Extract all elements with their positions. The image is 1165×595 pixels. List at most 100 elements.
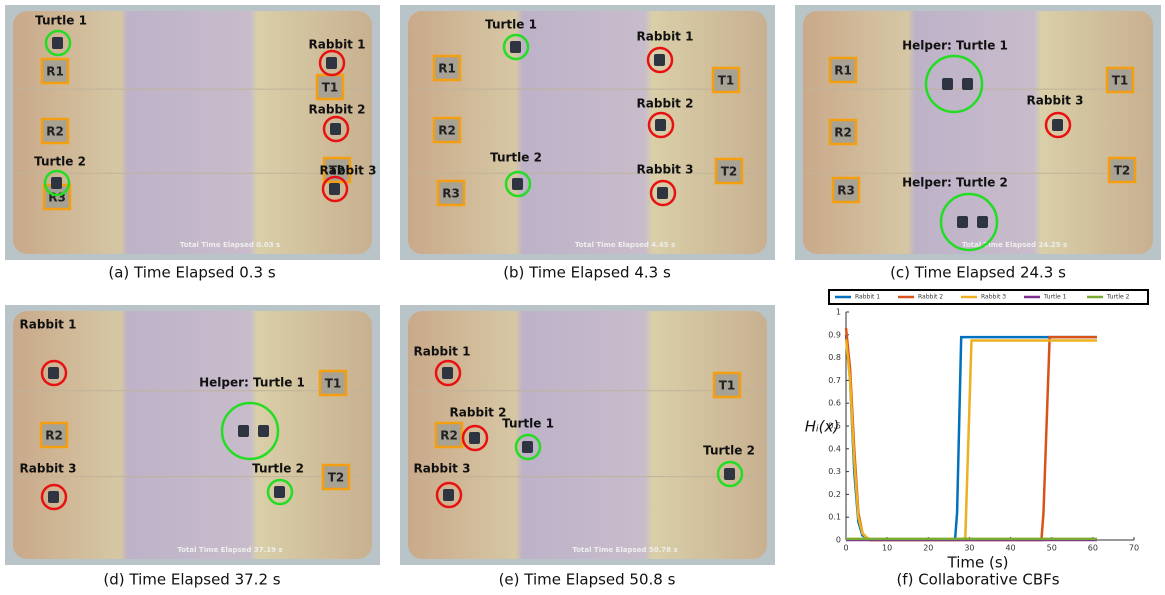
robot (52, 37, 63, 49)
zone-label: R3 (837, 184, 855, 198)
robot (326, 57, 337, 69)
robot-label: Rabbit 1 (20, 318, 77, 332)
legend-label: Turtle 1 (1043, 294, 1067, 301)
zone-label: R2 (438, 124, 456, 138)
robot-label: Rabbit 2 (637, 97, 694, 111)
robot-label: Turtle 1 (502, 417, 554, 431)
robot-label: Rabbit 3 (320, 164, 377, 178)
robot (1052, 119, 1063, 131)
zone-label: T2 (328, 471, 345, 485)
robot-label: Turtle 2 (34, 155, 86, 169)
robot (274, 486, 285, 498)
zone-label: R2 (834, 126, 852, 140)
robot (654, 54, 665, 66)
zone-label: R1 (834, 64, 852, 78)
robot-label: Rabbit 1 (309, 38, 366, 52)
x-tick-label: 40 (1005, 544, 1015, 553)
y-tick-label: 0.4 (828, 444, 841, 453)
caption: (e) Time Elapsed 50.8 s (499, 571, 676, 589)
x-tick-label: 20 (923, 544, 933, 553)
y-tick-label: 0.7 (828, 376, 841, 385)
plot-area (846, 312, 1134, 540)
y-tick-label: 0 (836, 536, 841, 545)
x-tick-label: 50 (1047, 544, 1057, 553)
y-tick-label: 0.6 (828, 399, 841, 408)
robot-label: Rabbit 1 (637, 30, 694, 44)
robot (522, 441, 533, 453)
y-tick-label: 0.3 (828, 467, 841, 476)
robot (957, 216, 968, 228)
robot-label: Helper: Turtle 2 (902, 176, 1008, 190)
zone-label: T1 (719, 379, 736, 393)
robot (655, 119, 666, 131)
zone-label: T1 (1112, 74, 1129, 88)
robot-label: Turtle 1 (485, 18, 537, 32)
y-tick-label: 0.2 (828, 490, 841, 499)
zone-label: R2 (46, 125, 64, 139)
y-tick-label: 0.1 (828, 513, 841, 522)
timestamp: Total Time Elapsed 37.19 s (177, 546, 282, 554)
robot (724, 468, 735, 480)
robot-label: Rabbit 1 (414, 345, 471, 359)
robot-label: Turtle 1 (35, 14, 87, 28)
zone-label: R3 (442, 187, 460, 201)
zone-label: R2 (45, 429, 63, 443)
legend-label: Rabbit 2 (918, 294, 943, 301)
zone-label: T1 (718, 74, 735, 88)
x-tick-label: 0 (843, 544, 848, 553)
robot-label: Rabbit 2 (309, 103, 366, 117)
zone-label: R2 (440, 429, 458, 443)
robot (512, 178, 523, 190)
zone-label: T1 (325, 377, 342, 391)
caption: (a) Time Elapsed 0.3 s (108, 264, 275, 282)
timestamp: Total Time Elapsed 50.78 s (572, 546, 677, 554)
robot (469, 432, 480, 444)
robot-label: Turtle 2 (703, 444, 755, 458)
legend-label: Turtle 2 (1106, 294, 1130, 301)
figure: Total Time Elapsed 0.03 s (a) Time Elapse… (0, 0, 1165, 595)
robot (48, 367, 59, 379)
y-axis-label: Hᵢ(x) (805, 418, 840, 436)
robot (48, 491, 59, 503)
robot-label: Turtle 2 (490, 151, 542, 165)
x-axis-label: Time (s) (947, 554, 1009, 572)
timestamp: Total Time Elapsed 0.03 s (180, 241, 280, 249)
zone-label: T2 (721, 165, 738, 179)
robot (942, 78, 953, 90)
robot-label: Helper: Turtle 1 (902, 39, 1008, 53)
robot (510, 41, 521, 53)
zone-label: R1 (46, 65, 64, 79)
caption: (c) Time Elapsed 24.3 s (890, 264, 1066, 282)
y-tick-label: 1 (836, 308, 841, 317)
caption: (b) Time Elapsed 4.3 s (503, 264, 671, 282)
robot (238, 425, 249, 437)
robot (962, 78, 973, 90)
robot (330, 123, 341, 135)
x-tick-label: 60 (1088, 544, 1098, 553)
legend-label: Rabbit 3 (981, 294, 1006, 301)
x-tick-label: 30 (964, 544, 974, 553)
photo-floor (408, 11, 767, 254)
robot-label: Rabbit 3 (20, 462, 77, 476)
y-tick-label: 0.9 (828, 330, 841, 339)
robot (329, 183, 340, 195)
timestamp: Total Time Elapsed 4.45 s (575, 241, 675, 249)
legend-label: Rabbit 1 (855, 294, 880, 301)
zone-label: R1 (438, 62, 456, 76)
zone-label: T2 (1114, 164, 1131, 178)
robot (51, 177, 62, 189)
robot-label: Rabbit 3 (1027, 94, 1084, 108)
robot-label: Helper: Turtle 1 (199, 376, 305, 390)
robot (443, 489, 454, 501)
robot (258, 425, 269, 437)
robot-label: Rabbit 2 (450, 406, 507, 420)
caption: (d) Time Elapsed 37.2 s (103, 571, 280, 589)
y-tick-label: 0.8 (828, 353, 841, 362)
robot (977, 216, 988, 228)
caption: (f) Collaborative CBFs (896, 571, 1059, 589)
x-tick-label: 70 (1129, 544, 1139, 553)
robot-label: Rabbit 3 (414, 462, 471, 476)
robot (657, 187, 668, 199)
robot-label: Rabbit 3 (637, 163, 694, 177)
zone-label: T1 (322, 81, 339, 95)
